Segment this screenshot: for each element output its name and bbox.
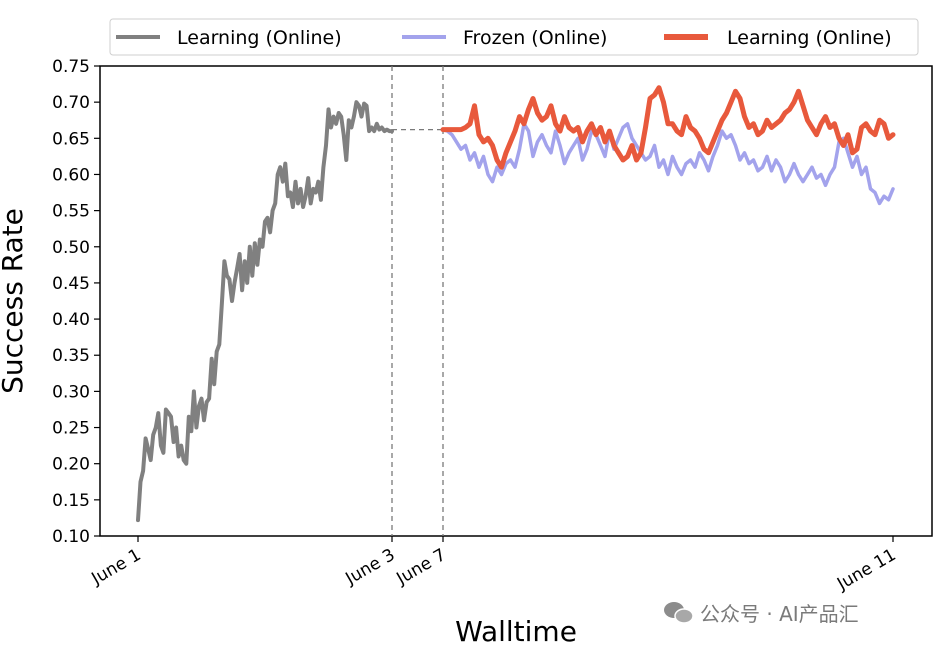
wechat-icon xyxy=(664,602,694,624)
x-tick-label: June 11 xyxy=(833,545,899,595)
legend-label: Frozen (Online) xyxy=(463,27,607,49)
legend-item-1[interactable]: Frozen (Online) xyxy=(402,27,607,49)
legend-label: Learning (Online) xyxy=(727,27,892,49)
watermark-text: 公众号 · AI产品汇 xyxy=(700,602,859,626)
y-tick-label: 0.30 xyxy=(52,382,90,402)
y-axis-ticks: 0.10 0.15 0.20 0.25 0.30 0.35 0.40 0.45 0.50 0.55… xyxy=(52,57,100,547)
x-tick-label: June 7 xyxy=(393,545,450,589)
y-tick-label: 0.50 xyxy=(52,238,90,258)
y-axis-title: Success Rate xyxy=(0,208,29,394)
y-tick-label: 0.10 xyxy=(52,527,90,547)
y-tick-label: 0.60 xyxy=(52,165,90,185)
x-axis-title: Walltime xyxy=(455,615,577,648)
y-tick-label: 0.65 xyxy=(52,129,90,149)
y-tick-label: 0.35 xyxy=(52,346,90,366)
y-tick-label: 0.55 xyxy=(52,202,90,222)
y-tick-label: 0.15 xyxy=(52,491,90,511)
y-tick-label: 0.25 xyxy=(52,419,90,439)
plot-frame xyxy=(99,65,933,537)
legend-item-2[interactable]: Learning (Online) xyxy=(664,27,892,49)
y-tick-label: 0.70 xyxy=(52,93,90,113)
legend[interactable]: Learning (Online) Frozen (Online) Learning… xyxy=(109,18,919,56)
legend-box xyxy=(109,18,919,56)
phase-divider-lines xyxy=(391,66,444,536)
series-line-0 xyxy=(136,100,394,523)
x-tick-label: June 1 xyxy=(88,545,145,589)
watermark: 公众号 · AI产品汇 xyxy=(664,602,859,626)
series-line-1 xyxy=(441,122,895,206)
y-tick-label: 0.75 xyxy=(52,57,90,77)
y-tick-label: 0.20 xyxy=(52,455,90,475)
x-tick-label: June 3 xyxy=(342,545,399,589)
series-line-2 xyxy=(440,85,896,170)
series-0 xyxy=(136,100,394,523)
legend-item-0[interactable]: Learning (Online) xyxy=(116,27,342,49)
series-1 xyxy=(441,122,895,206)
y-tick-label: 0.40 xyxy=(52,310,90,330)
y-tick-label: 0.45 xyxy=(52,274,90,294)
series-layer xyxy=(136,85,896,523)
series-2 xyxy=(440,85,896,170)
legend-label: Learning (Online) xyxy=(177,27,342,49)
